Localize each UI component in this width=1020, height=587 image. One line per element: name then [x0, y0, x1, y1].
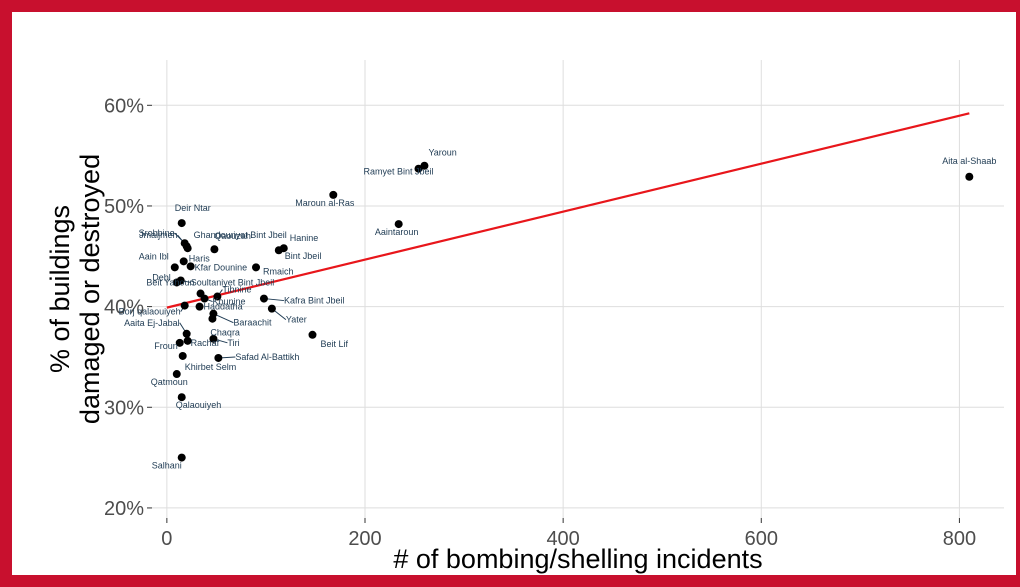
- point-label: Borj qalaouiyeh: [119, 307, 181, 317]
- data-point: [965, 172, 974, 181]
- data-point: [210, 245, 219, 254]
- data-point: [414, 164, 423, 173]
- data-point: [209, 334, 218, 343]
- point-label: Rachaf: [191, 338, 220, 348]
- point-label: Kafra Bint Jbeil: [284, 296, 345, 306]
- point-label: Khirbet Selm: [185, 362, 237, 372]
- point-label: Yaroun: [428, 148, 456, 158]
- point-label: Kounine: [213, 297, 246, 307]
- point-label: Chaqra: [210, 328, 240, 338]
- data-point: [267, 304, 276, 313]
- gridlines: [152, 60, 1004, 518]
- y-tick-label: 40%: [104, 297, 144, 319]
- data-point: [177, 393, 186, 402]
- point-label: Froun: [154, 341, 178, 351]
- point-label: Aaintaroun: [375, 227, 419, 237]
- data-point: [176, 276, 185, 285]
- y-tick-label: 50%: [104, 196, 144, 218]
- data-point: [420, 161, 429, 170]
- point-label: Srobbine: [139, 228, 175, 238]
- data-point: [259, 294, 268, 303]
- x-tick-label: 200: [348, 528, 381, 550]
- y-axis-title-line-1: % of buildings: [45, 205, 75, 373]
- point-label: Jmaijmeh: [139, 230, 178, 240]
- y-tick-label: 20%: [104, 498, 144, 520]
- data-point: [177, 219, 186, 228]
- scatter-chart: 20% 30% 40% 50% 60% 0 200 400 600 800 Aita al-Sh…: [45, 60, 1004, 574]
- point-label: Safad Al-Battikh: [235, 352, 299, 362]
- point-label: Baraachit: [233, 318, 272, 328]
- point-label: Tiri: [227, 338, 239, 348]
- x-tick-label: 0: [161, 528, 172, 550]
- y-axis: 20% 30% 40% 50% 60%: [104, 95, 152, 520]
- point-label: Deir Ntar: [175, 203, 211, 213]
- data-points: [170, 161, 974, 462]
- point-label: Qaouzah: [214, 231, 251, 241]
- point-label: Ghandouriyet Bint Jbeil: [194, 230, 287, 240]
- point-label: Bint Jbeil: [285, 251, 322, 261]
- point-label: Debl: [152, 272, 171, 282]
- point-label: Soultaniyet Bint Jbeil: [191, 277, 275, 287]
- point-label: Tibnine: [222, 285, 251, 295]
- data-point: [208, 314, 217, 323]
- data-point: [394, 220, 403, 229]
- point-label: Aain Ibl: [139, 251, 169, 261]
- point-label: Yater: [286, 315, 307, 325]
- x-tick-label: 400: [546, 528, 579, 550]
- y-axis-title-line-2: damaged or destroyed: [75, 154, 105, 424]
- point-label: Kfar Dounine: [195, 262, 248, 272]
- data-point: [175, 338, 184, 347]
- point-label: Rmaich: [263, 266, 294, 276]
- data-point: [252, 263, 261, 272]
- point-label: Hanine: [290, 233, 319, 243]
- data-point: [180, 301, 189, 310]
- data-point: [274, 246, 283, 255]
- point-label: Haris: [189, 253, 211, 263]
- data-point: [308, 330, 317, 339]
- x-axis-title: # of bombing/shelling incidents: [393, 544, 762, 574]
- data-point: [179, 257, 188, 266]
- data-point: [182, 242, 191, 251]
- data-point: [213, 292, 222, 301]
- x-axis: 0 200 400 600 800: [161, 518, 976, 550]
- point-label: Qalaouiyeh: [176, 400, 222, 410]
- point-label: Beit Yahoun: [146, 278, 194, 288]
- data-point: [329, 190, 338, 199]
- data-point: [195, 302, 204, 311]
- point-label: Aaita Ej-Jabal: [124, 318, 180, 328]
- data-point: [170, 263, 179, 272]
- point-label: Ramyet Bint Jbeil: [363, 167, 433, 177]
- data-point: [172, 370, 181, 379]
- point-label: Aita al-Shaab: [942, 156, 996, 166]
- x-tick-label: 800: [943, 528, 976, 550]
- data-point: [177, 453, 186, 462]
- point-label: Haddatha: [204, 302, 243, 312]
- data-point: [183, 336, 192, 345]
- x-tick-label: 600: [745, 528, 778, 550]
- data-point: [186, 262, 195, 271]
- y-tick-label: 30%: [104, 397, 144, 419]
- trend-line: [166, 112, 970, 309]
- point-labels: Aita al-Shaab Yaroun Ramyet Bint Jbeil Maro…: [119, 148, 997, 471]
- point-label: Salhani: [152, 461, 182, 471]
- data-point: [200, 294, 209, 303]
- data-point: [214, 353, 223, 362]
- point-label: Beit Lif: [320, 339, 348, 349]
- data-point: [182, 329, 191, 338]
- point-label: Maroun al-Ras: [295, 198, 355, 208]
- point-label: Qatmoun: [151, 377, 188, 387]
- data-point: [178, 351, 187, 360]
- y-tick-label: 60%: [104, 95, 144, 117]
